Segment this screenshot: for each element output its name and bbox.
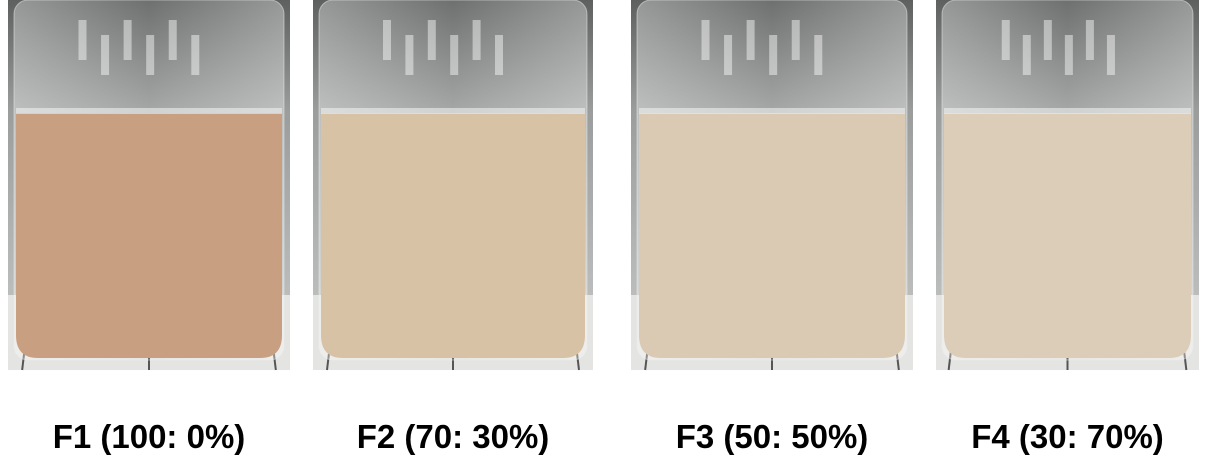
reflection <box>473 20 481 60</box>
liquid-surface <box>321 108 585 114</box>
reflection <box>724 35 732 75</box>
reflection <box>101 35 109 75</box>
reflection <box>450 35 458 75</box>
panel-label: F2 (70: 30%) <box>357 418 550 455</box>
reflection <box>428 20 436 60</box>
reflection <box>383 20 391 60</box>
reflection <box>1107 35 1115 75</box>
reflection <box>1086 20 1094 60</box>
liquid <box>639 113 905 358</box>
liquid <box>944 113 1191 358</box>
photo-panel: F2 (70: 30%) <box>313 0 593 455</box>
reflection <box>1065 35 1073 75</box>
reflection <box>191 35 199 75</box>
reflection <box>124 20 132 60</box>
liquid-surface <box>639 108 905 114</box>
liquid-surface <box>16 108 282 114</box>
reflection <box>169 20 177 60</box>
reflection <box>814 35 822 75</box>
panel-label: F1 (100: 0%) <box>53 418 246 455</box>
panel-label: F3 (50: 50%) <box>676 418 869 455</box>
reflection <box>1044 20 1052 60</box>
liquid-surface <box>944 108 1191 114</box>
reflection <box>769 35 777 75</box>
reflection <box>1002 20 1010 60</box>
reflection <box>405 35 413 75</box>
reflection <box>702 20 710 60</box>
liquid <box>321 113 585 358</box>
photo-panel: F4 (30: 70%) <box>936 0 1199 455</box>
reflection <box>146 35 154 75</box>
panel-label: F4 (30: 70%) <box>971 418 1164 455</box>
figure: F1 (100: 0%) F2 (70: 30%) F3 (50: 50%) F4 (… <box>0 0 1209 463</box>
reflection <box>495 35 503 75</box>
reflection <box>79 20 87 60</box>
reflection <box>747 20 755 60</box>
photo-panel: F3 (50: 50%) <box>631 0 913 455</box>
photo-panel: F1 (100: 0%) <box>8 0 290 455</box>
reflection <box>792 20 800 60</box>
liquid <box>16 113 282 358</box>
reflection <box>1023 35 1031 75</box>
